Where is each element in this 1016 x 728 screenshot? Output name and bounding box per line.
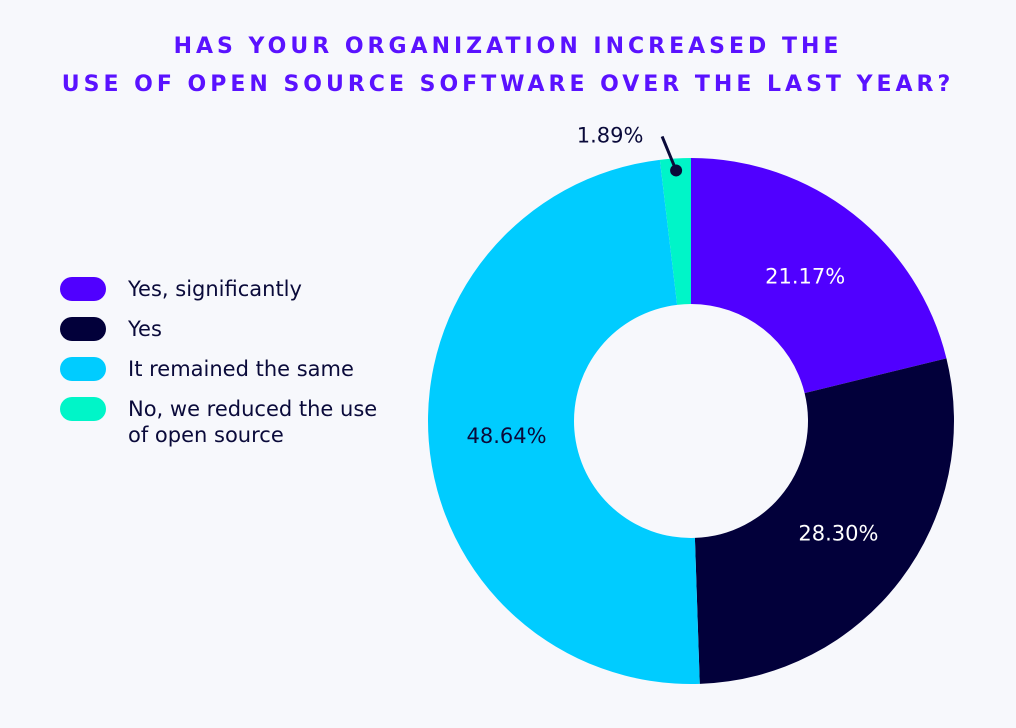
slice-label: 21.17%: [765, 264, 845, 288]
legend-item: Yes, significantly: [60, 276, 398, 302]
legend-label: Yes: [128, 317, 162, 341]
slice-label: 28.30%: [798, 522, 878, 546]
legend-swatch: [60, 277, 106, 301]
legend-swatch: [60, 397, 106, 421]
legend-item: No, we reduced the use of open source: [60, 396, 398, 448]
donut-slice: [659, 158, 691, 305]
chart-title: HAS YOUR ORGANIZATION INCREASED THE USE …: [0, 28, 1016, 104]
callout-dot: [670, 164, 683, 177]
donut-slice: [428, 159, 700, 685]
slice-label: 1.89%: [577, 123, 644, 147]
donut-slice: [691, 158, 947, 394]
legend-swatch: [60, 317, 106, 341]
legend-label: Yes, significantly: [128, 277, 302, 301]
title-line-2: USE OF OPEN SOURCE SOFTWARE OVER THE LAS…: [61, 72, 955, 97]
legend-item: It remained the same: [60, 356, 398, 382]
legend-item: Yes: [60, 316, 398, 342]
legend-swatch: [60, 357, 106, 381]
callout-line: [660, 135, 678, 172]
legend: Yes, significantly Yes It remained the s…: [60, 276, 398, 462]
slice-label: 48.64%: [466, 424, 546, 448]
title-line-1: HAS YOUR ORGANIZATION INCREASED THE: [173, 34, 843, 59]
legend-label: No, we reduced the use of open source: [128, 397, 378, 447]
donut-slice: [694, 358, 954, 684]
legend-label: It remained the same: [128, 357, 354, 381]
